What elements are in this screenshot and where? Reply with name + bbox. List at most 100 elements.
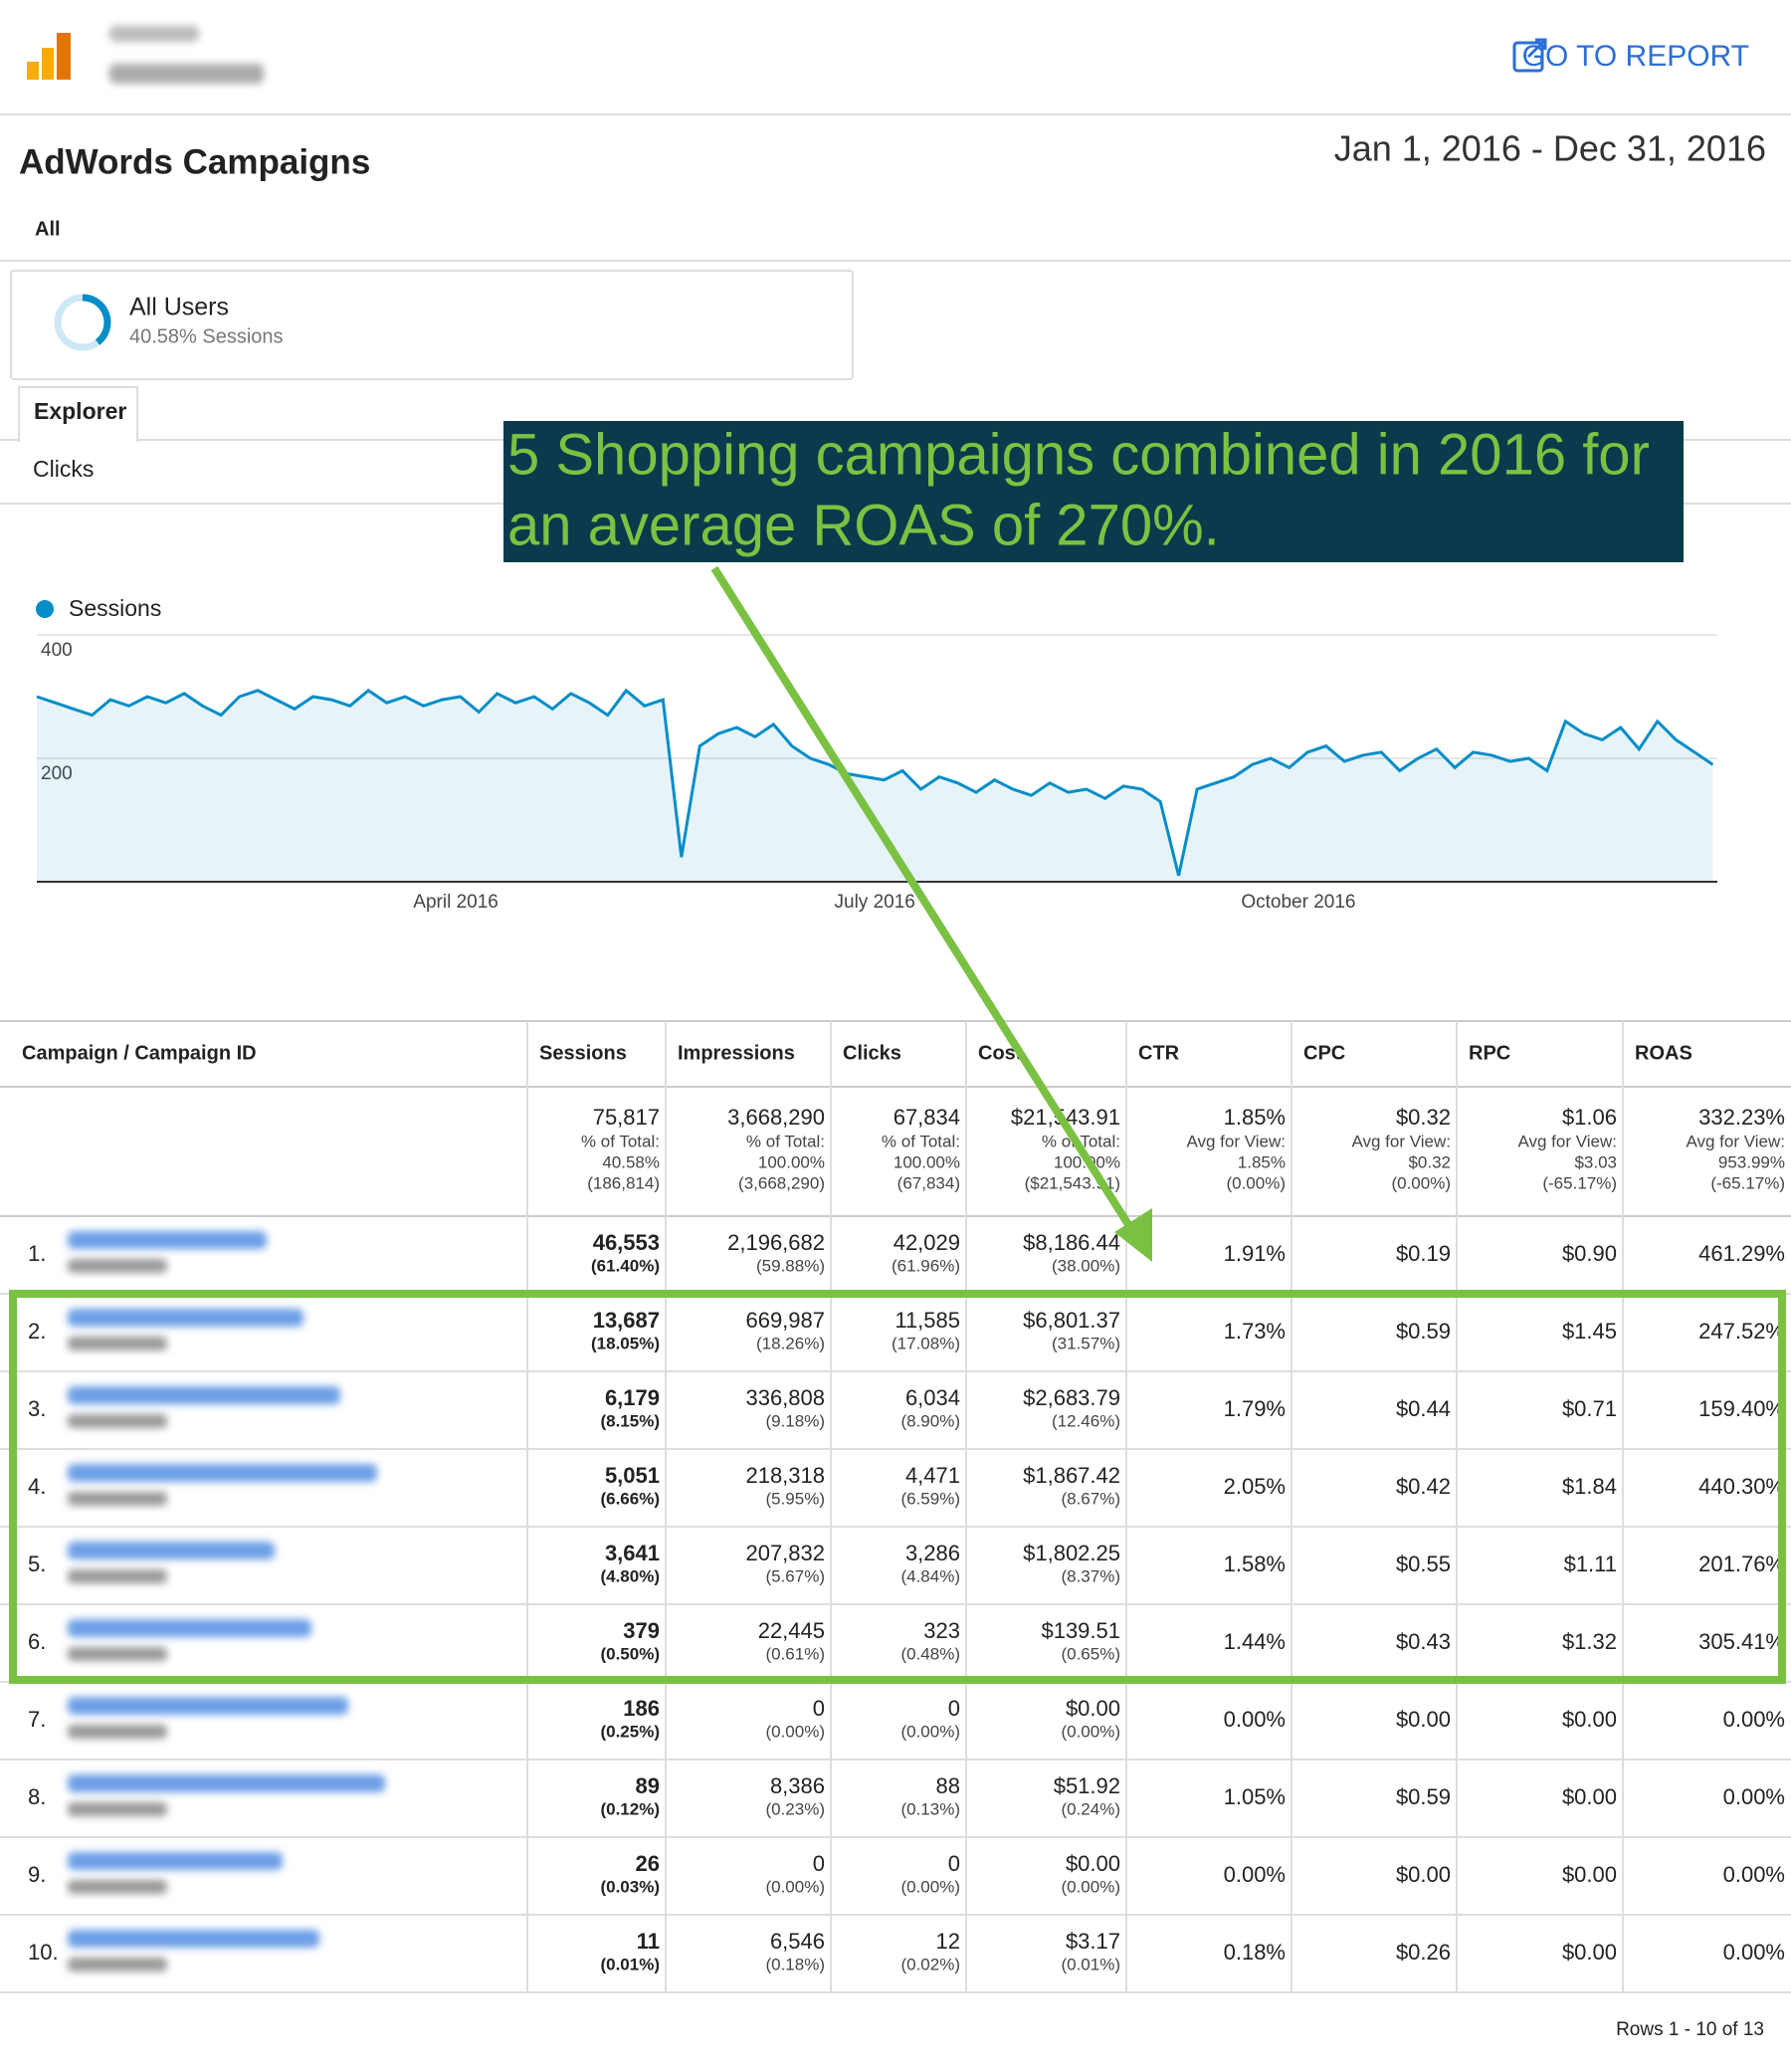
y-tick-label: 400 <box>41 640 73 661</box>
cell-value: 3,286 <box>905 1541 960 1565</box>
x-tick-label: October 2016 <box>1241 892 1355 913</box>
total-text: (-65.17%) <box>1542 1173 1617 1192</box>
cell-value: 2.05% <box>1224 1474 1286 1499</box>
cell-value: 159.40% <box>1698 1396 1785 1421</box>
cell-share: (18.05%) <box>591 1334 660 1352</box>
total-text: (0.00%) <box>1226 1173 1286 1192</box>
segment-card[interactable] <box>10 270 854 380</box>
cell-share: (31.57%) <box>1052 1334 1120 1352</box>
cell-share: (9.18%) <box>765 1411 825 1430</box>
annotation-text: an average ROAS of 270%. <box>507 493 1220 557</box>
cell-value: 1.91% <box>1224 1241 1286 1266</box>
cell-value: $0.00 <box>1562 1707 1617 1732</box>
blurred-campaign-name <box>68 1852 283 1870</box>
cell-value: 1.73% <box>1224 1319 1286 1344</box>
blurred-campaign-id <box>68 1414 167 1428</box>
cell-share: (8.15%) <box>600 1411 660 1430</box>
cell-share: (0.50%) <box>600 1644 660 1663</box>
total-text: (186,814) <box>587 1173 660 1192</box>
total-text: 75,817 <box>593 1105 660 1130</box>
blurred-property <box>109 64 264 84</box>
cell-value: $0.19 <box>1396 1241 1451 1266</box>
cell-value: $0.71 <box>1562 1396 1617 1421</box>
tab[interactable] <box>18 386 138 442</box>
total-text: 3,668,290 <box>727 1105 825 1130</box>
cell-share: (0.12%) <box>600 1799 660 1818</box>
cell-share: (17.08%) <box>892 1334 960 1352</box>
cell-share: (38.00%) <box>1052 1256 1120 1275</box>
logo-bar <box>42 48 54 80</box>
cell-value: 0 <box>948 1851 960 1876</box>
column-header: Clicks <box>843 1042 901 1064</box>
cell-share: (0.02%) <box>900 1955 960 1973</box>
cell-value: 88 <box>936 1773 960 1798</box>
total-text: % of Total: <box>581 1132 660 1150</box>
total-text: % of Total: <box>1042 1132 1120 1150</box>
cell-value: $6,801.37 <box>1023 1308 1120 1333</box>
cell-value: $139.51 <box>1041 1618 1120 1643</box>
cell-value: 440.30% <box>1698 1474 1785 1499</box>
external-icon <box>1512 41 1544 73</box>
cell-share: (8.37%) <box>1061 1566 1120 1585</box>
cell-value: 11,585 <box>895 1308 960 1333</box>
cell-value: 11 <box>637 1929 660 1954</box>
column-header: ROAS <box>1635 1042 1692 1064</box>
cell-value: 0.00% <box>1224 1862 1286 1887</box>
segment-donut-share <box>82 294 111 345</box>
cell-value: 186 <box>623 1696 660 1721</box>
blurred-campaign-name <box>68 1774 385 1792</box>
cell-value: $0.59 <box>1396 1784 1451 1809</box>
cell-value: 89 <box>636 1773 660 1798</box>
cell-share: (0.01%) <box>1061 1955 1120 1973</box>
blurred-campaign-id <box>68 1880 167 1894</box>
cell-value: $0.44 <box>1396 1396 1451 1421</box>
row-number: 3. <box>28 1396 46 1421</box>
total-text: (0.00%) <box>1391 1173 1451 1192</box>
external-icon-arrow <box>1526 38 1547 59</box>
cell-value: 1.58% <box>1224 1552 1286 1576</box>
area <box>37 690 1713 882</box>
cell-value: $8,186.44 <box>1023 1230 1120 1255</box>
cell-value: 305.41% <box>1698 1629 1785 1654</box>
go-to-report[interactable]: GO TO REPORT <box>1512 38 1749 73</box>
metric-label[interactable]: Clicks <box>33 456 94 482</box>
cell-share: (0.48%) <box>900 1644 960 1663</box>
cell-value: $51.92 <box>1054 1773 1120 1798</box>
total-text: $0.32 <box>1396 1105 1451 1130</box>
cell-value: 218,318 <box>745 1463 825 1488</box>
cell-share: (0.23%) <box>765 1799 825 1818</box>
logo-bar <box>57 33 71 80</box>
cell-value: 46,553 <box>593 1230 660 1255</box>
blurred-campaign-id <box>68 1958 167 1971</box>
rows-count: Rows 1 - 10 of 13 <box>1616 2019 1764 2040</box>
table-header-bg <box>0 1021 1791 1087</box>
cell-value: 13,687 <box>593 1308 660 1333</box>
tab-label[interactable]: Explorer <box>34 398 126 424</box>
column-header: CTR <box>1138 1042 1180 1064</box>
cell-share: (5.67%) <box>765 1566 825 1585</box>
total-text: 67,834 <box>894 1105 960 1130</box>
cell-value: 6,034 <box>905 1385 960 1410</box>
blurred-campaign-id <box>68 1725 167 1739</box>
go-to-report-label[interactable]: GO TO REPORT <box>1522 40 1749 73</box>
filter-label[interactable]: All <box>35 218 61 240</box>
cell-value: 0 <box>948 1696 960 1721</box>
cell-share: (4.80%) <box>600 1566 660 1585</box>
cell-value: 3,641 <box>605 1541 660 1565</box>
total-text: 953.99% <box>1718 1152 1785 1171</box>
cell-value: $1.84 <box>1562 1474 1617 1499</box>
cell-value: 669,987 <box>745 1308 825 1333</box>
total-text: Avg for View: <box>1351 1132 1451 1150</box>
total-text: (3,668,290) <box>738 1173 825 1192</box>
cell-value: $0.00 <box>1562 1940 1617 1965</box>
cell-value: 323 <box>923 1618 960 1643</box>
column-header: RPC <box>1469 1042 1510 1064</box>
total-text: % of Total: <box>882 1132 960 1150</box>
cell-value: $1,802.25 <box>1023 1541 1120 1565</box>
cell-value: 8,386 <box>770 1773 825 1798</box>
segment-detail: 40.58% Sessions <box>129 325 284 347</box>
total-text: 40.58% <box>602 1152 660 1171</box>
cell-value: 461.29% <box>1698 1241 1785 1266</box>
segment-name: All Users <box>129 294 229 321</box>
date-range[interactable]: Jan 1, 2016 - Dec 31, 2016 <box>1334 128 1766 169</box>
